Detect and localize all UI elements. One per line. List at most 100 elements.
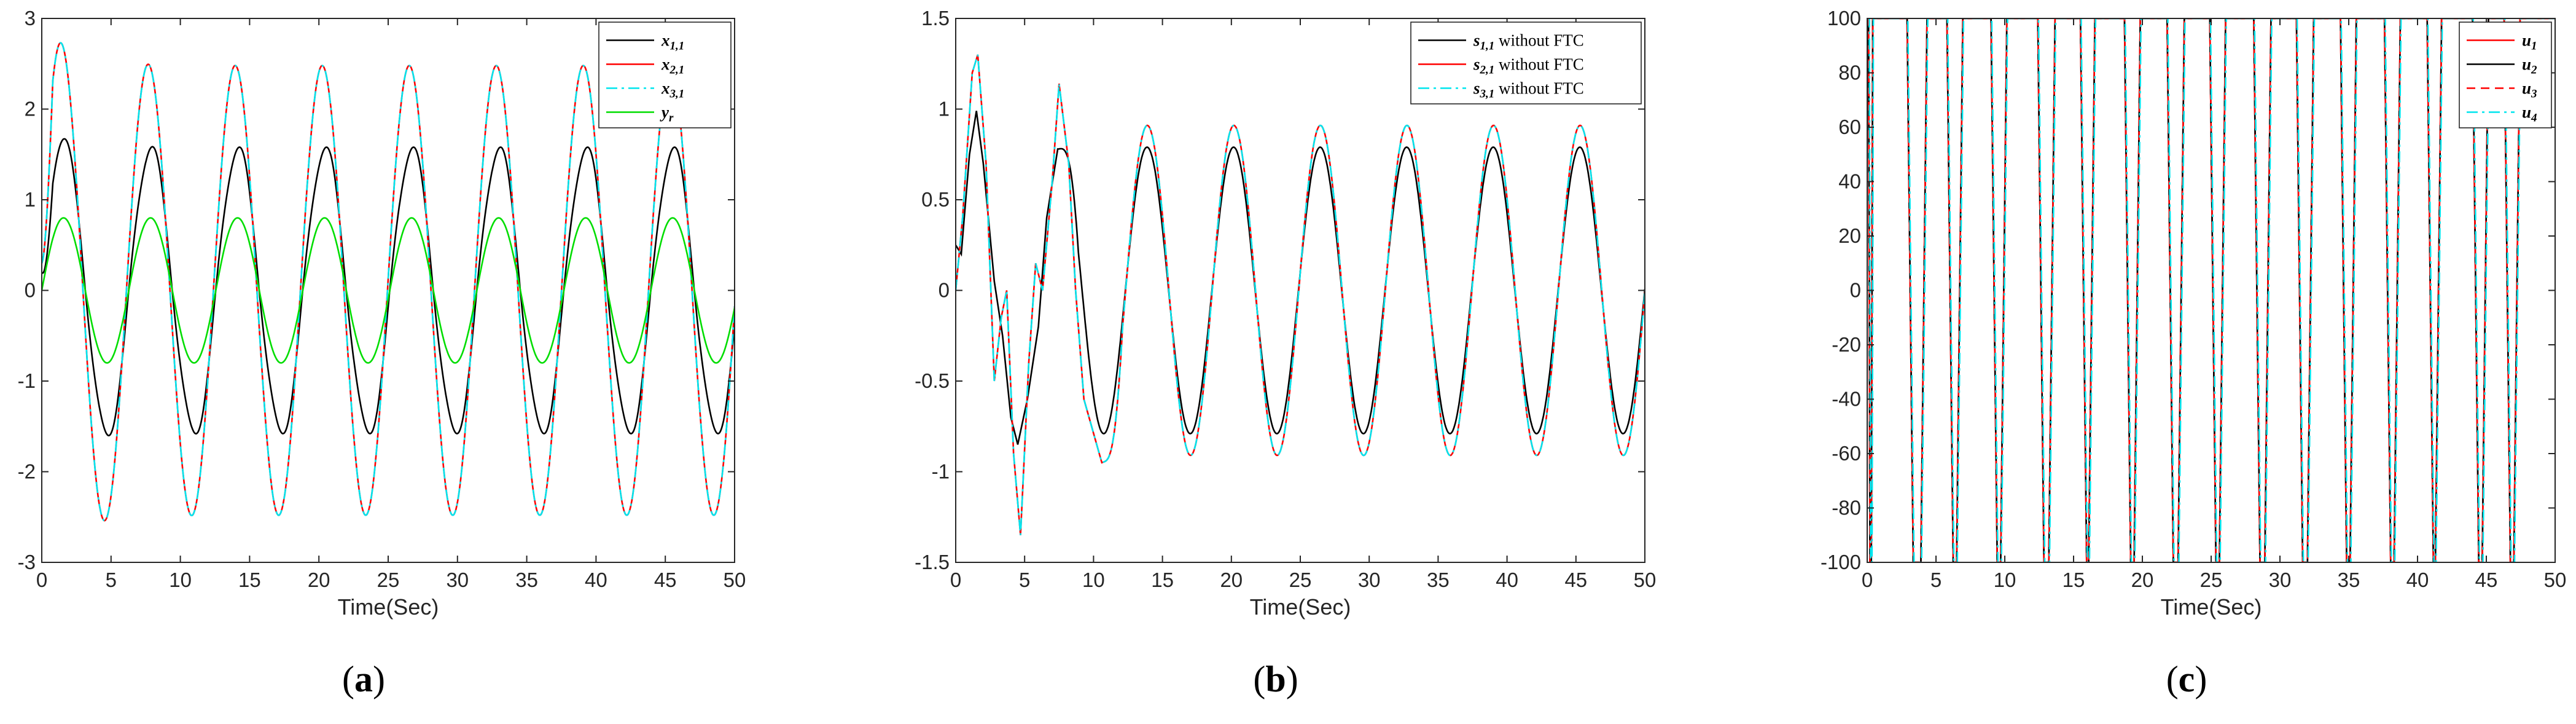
x-tick-label: 30 bbox=[1358, 569, 1381, 591]
x-axis-label: Time(Sec) bbox=[338, 594, 439, 620]
y-tick-label: -2 bbox=[18, 460, 36, 483]
x-tick-label: 25 bbox=[1289, 569, 1312, 591]
panel-label: (b) bbox=[1253, 659, 1298, 699]
y-tick-label: 2 bbox=[25, 98, 36, 120]
series-line-y-r bbox=[42, 217, 735, 364]
legend-label: u1 bbox=[2522, 31, 2537, 53]
x-tick-label: 15 bbox=[2063, 569, 2085, 591]
y-tick-label: -3 bbox=[18, 551, 36, 573]
y-tick-label: 0 bbox=[25, 279, 36, 302]
y-tick-label: -1 bbox=[932, 460, 950, 483]
y-tick-label: -0.5 bbox=[915, 369, 950, 392]
x-tick-label: 10 bbox=[1082, 569, 1105, 591]
legend-label: x3,1 bbox=[661, 79, 684, 101]
y-tick-label: -60 bbox=[1832, 442, 1861, 465]
x-tick-label: 25 bbox=[377, 569, 400, 591]
y-tick-label: 100 bbox=[1827, 7, 1861, 30]
x-tick-label: 45 bbox=[1564, 569, 1587, 591]
legend-label: u4 bbox=[2522, 103, 2537, 125]
y-tick-label: 80 bbox=[1838, 61, 1861, 84]
legend-entry: u1 bbox=[2467, 31, 2537, 53]
y-tick-label: 1 bbox=[25, 188, 36, 211]
legend-entry: x3,1 bbox=[606, 79, 684, 101]
x-tick-label: 50 bbox=[724, 569, 746, 591]
legend-entry: yr bbox=[606, 103, 674, 125]
x-tick-label: 30 bbox=[2269, 569, 2292, 591]
legend-label: yr bbox=[660, 103, 674, 125]
y-tick-label: -40 bbox=[1832, 388, 1861, 411]
x-tick-label: 15 bbox=[238, 569, 261, 591]
x-tick-label: 20 bbox=[1220, 569, 1243, 591]
series-line-s-3-1-without-ftc bbox=[956, 54, 1645, 535]
series-group bbox=[956, 54, 1645, 535]
chart-panel-b: 0 5 10 15 20 25 30 35 40 45 50 -1.5 -1 -0.5 0 0.5 1 1.5 Ti… bbox=[915, 7, 1656, 699]
y-tick-label: -100 bbox=[1821, 551, 1861, 573]
series-line-x-2-1- bbox=[42, 42, 735, 522]
y-tick-label: 20 bbox=[1838, 224, 1861, 247]
legend-box bbox=[1410, 22, 1642, 104]
legend-entry: x2,1 bbox=[606, 55, 684, 77]
y-tick-label: 0 bbox=[939, 279, 950, 302]
x-tick-label: 10 bbox=[1994, 569, 2016, 591]
y-tick-label: 1 bbox=[939, 98, 950, 120]
x-tick-label: 5 bbox=[1019, 569, 1030, 591]
legend-entry: s3,1 without FTC bbox=[1418, 79, 1584, 101]
series-group bbox=[42, 42, 735, 522]
x-tick-label: 45 bbox=[654, 569, 677, 591]
legend-label: u3 bbox=[2522, 79, 2537, 101]
x-tick-label: 0 bbox=[1862, 569, 1873, 591]
legend-label: x2,1 bbox=[661, 55, 684, 77]
x-tick-label: 40 bbox=[1496, 569, 1518, 591]
x-tick-label: 20 bbox=[308, 569, 330, 591]
legend-label: s3,1 without FTC bbox=[1473, 79, 1584, 101]
x-tick-label: 20 bbox=[2131, 569, 2154, 591]
y-tick-label: -80 bbox=[1832, 497, 1861, 519]
legend-label: s1,1 without FTC bbox=[1473, 31, 1584, 53]
x-tick-label: 5 bbox=[1930, 569, 1942, 591]
x-tick-label: 50 bbox=[2544, 569, 2567, 591]
legend-entry: u4 bbox=[2467, 103, 2537, 125]
y-tick-label: 1.5 bbox=[921, 7, 950, 30]
series-line-x-1-1- bbox=[42, 138, 735, 437]
panel-label: (a) bbox=[342, 659, 385, 699]
legend: x1,1x2,1x3,1yr bbox=[598, 22, 732, 128]
y-tick-label: 60 bbox=[1838, 116, 1861, 138]
y-tick-label: 3 bbox=[25, 7, 36, 30]
legend-entry: s2,1 without FTC bbox=[1418, 55, 1584, 77]
y-tick-label: -1.5 bbox=[915, 551, 950, 573]
x-tick-label: 15 bbox=[1151, 569, 1174, 591]
x-tick-label: 40 bbox=[2406, 569, 2429, 591]
plot-area bbox=[956, 18, 1645, 562]
y-tick-label: -1 bbox=[18, 369, 36, 392]
y-tick-label: 40 bbox=[1838, 170, 1861, 193]
x-tick-label: 0 bbox=[36, 569, 47, 591]
panel-label: (c) bbox=[2166, 659, 2207, 699]
y-tick-label: -20 bbox=[1832, 333, 1861, 356]
x-tick-label: 5 bbox=[106, 569, 117, 591]
x-axis-label: Time(Sec) bbox=[1250, 594, 1351, 620]
x-tick-label: 50 bbox=[1634, 569, 1657, 591]
legend-entry: u3 bbox=[2467, 79, 2537, 101]
legend-label: x1,1 bbox=[661, 31, 684, 53]
x-tick-label: 0 bbox=[950, 569, 961, 591]
chart-panel-a: 0 5 10 15 20 25 30 35 40 45 50 -3 -2 -1 0 1 2 3 Time(Sec) x… bbox=[18, 7, 746, 699]
legend-label: u2 bbox=[2522, 55, 2537, 77]
legend-entry: x1,1 bbox=[606, 31, 684, 53]
y-tick-label: 0 bbox=[1850, 279, 1861, 302]
x-tick-label: 30 bbox=[446, 569, 469, 591]
x-tick-label: 10 bbox=[169, 569, 192, 591]
x-tick-label: 35 bbox=[515, 569, 538, 591]
y-tick-label: 0.5 bbox=[921, 188, 950, 211]
x-tick-label: 35 bbox=[2338, 569, 2360, 591]
legend-entry: s1,1 without FTC bbox=[1418, 31, 1584, 53]
legend-label: s2,1 without FTC bbox=[1473, 55, 1584, 77]
legend-entry: u2 bbox=[2467, 55, 2537, 77]
x-axis-label: Time(Sec) bbox=[2161, 594, 2262, 620]
x-tick-label: 25 bbox=[2200, 569, 2223, 591]
x-tick-label: 40 bbox=[585, 569, 607, 591]
x-tick-label: 45 bbox=[2475, 569, 2498, 591]
x-tick-label: 35 bbox=[1427, 569, 1450, 591]
